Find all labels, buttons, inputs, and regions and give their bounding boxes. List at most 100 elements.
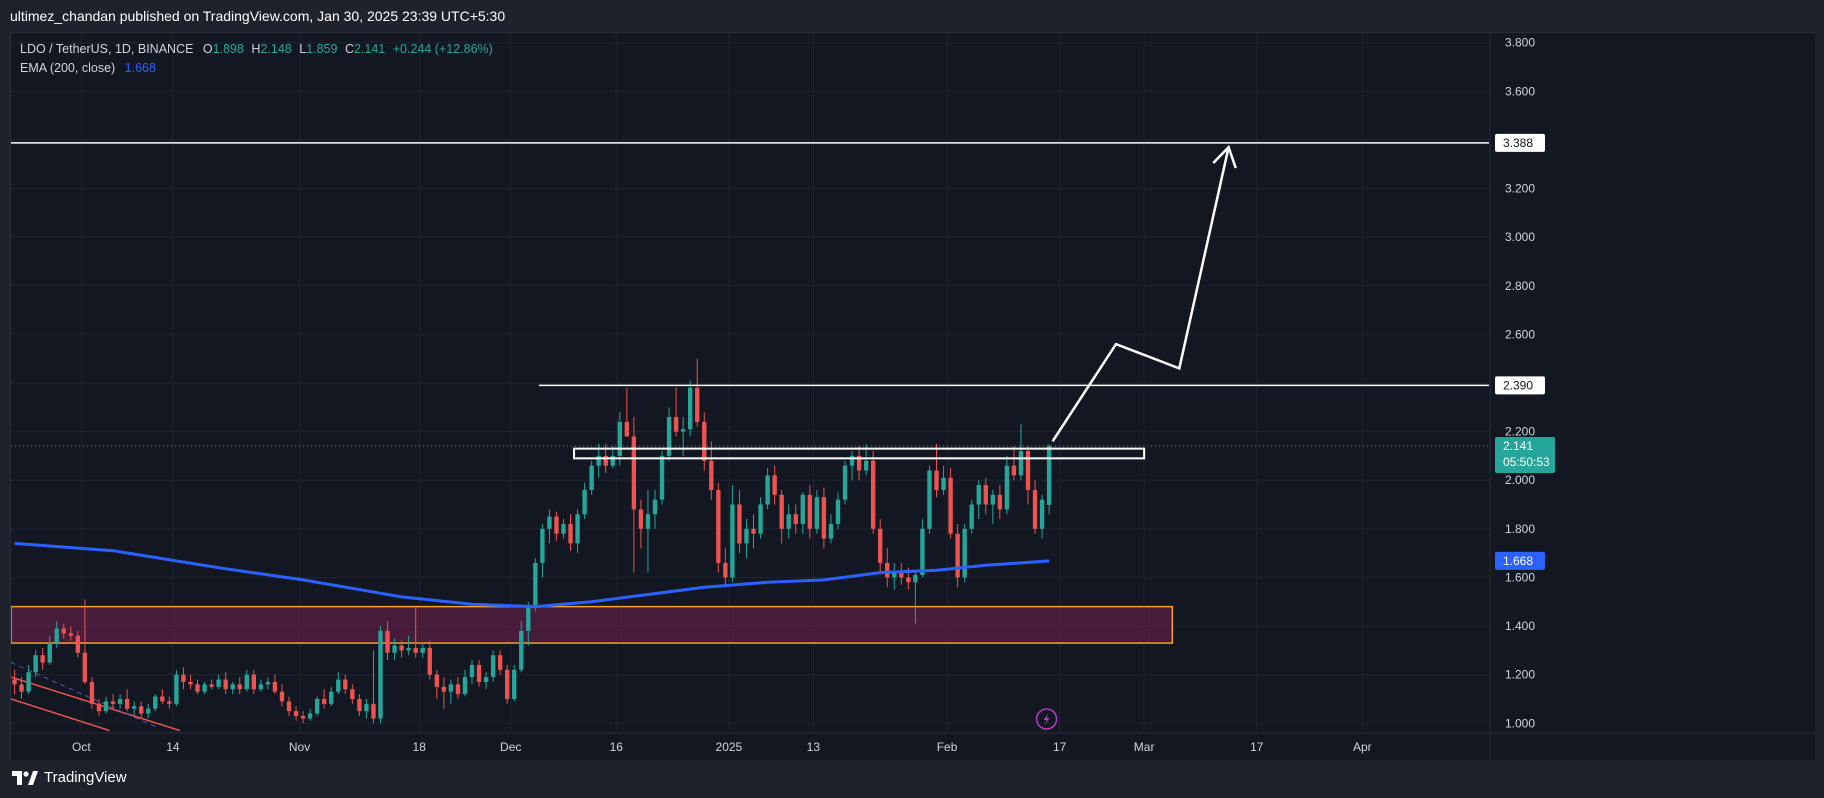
candle-body xyxy=(779,494,784,529)
candle-body xyxy=(378,630,383,719)
candle-body xyxy=(716,489,721,563)
candle-body xyxy=(434,674,439,687)
candle xyxy=(659,451,665,505)
candle xyxy=(483,672,489,690)
candle-body xyxy=(146,708,151,714)
candle-body xyxy=(223,679,228,690)
candle-body xyxy=(117,698,123,704)
y-tick-label: 3.800 xyxy=(1505,36,1535,50)
candle xyxy=(927,465,932,534)
candle-body xyxy=(174,674,179,704)
candle xyxy=(751,514,756,549)
candle-body xyxy=(913,575,918,583)
candle xyxy=(1046,444,1052,515)
x-tick-label: 16 xyxy=(610,740,624,754)
candle-body xyxy=(870,460,876,529)
candle-body xyxy=(955,533,960,578)
candle-body xyxy=(19,684,24,692)
candle-body xyxy=(568,523,573,544)
symbol-legend-row: LDO / TetherUS, 1D, BINANCE O1.898 H2.14… xyxy=(20,40,493,59)
y-tick-label: 1.600 xyxy=(1505,570,1535,584)
candle-body xyxy=(997,494,1003,510)
candle-body xyxy=(835,499,841,524)
candle xyxy=(343,674,348,695)
candle-body xyxy=(1032,489,1038,529)
candle xyxy=(1039,494,1045,539)
candle xyxy=(878,519,883,573)
candle-body xyxy=(181,674,186,682)
candle-body xyxy=(582,489,587,515)
candle xyxy=(364,698,369,719)
candle xyxy=(279,684,285,707)
candle xyxy=(835,492,841,529)
candle xyxy=(1032,480,1038,534)
candle-body xyxy=(490,655,496,678)
candle-body xyxy=(990,494,995,505)
price-chart[interactable]: 1.0001.2001.4001.6001.8002.0002.2002.400… xyxy=(11,33,1815,761)
candle xyxy=(793,504,798,534)
candle-body xyxy=(258,684,264,690)
current-price-label: 2.141 xyxy=(1503,439,1533,453)
candle-body xyxy=(1039,499,1045,529)
ema-label[interactable]: EMA (200, close) xyxy=(20,61,116,75)
candle xyxy=(709,441,714,500)
candle-body xyxy=(244,674,249,690)
candle xyxy=(33,650,38,678)
candle xyxy=(666,407,672,461)
candle xyxy=(744,519,749,558)
y-tick-label: 2.600 xyxy=(1505,327,1535,341)
high-label: H xyxy=(251,42,261,56)
candle-body xyxy=(1018,451,1024,476)
symbol-label[interactable]: LDO / TetherUS, 1D, BINANCE xyxy=(20,42,194,56)
candle xyxy=(512,664,517,702)
candle xyxy=(392,638,397,661)
lightning-icon[interactable] xyxy=(1035,708,1058,730)
candle xyxy=(82,599,88,685)
candle xyxy=(139,701,144,719)
candle xyxy=(68,626,74,641)
candle xyxy=(723,548,728,588)
candle xyxy=(526,601,531,646)
candle xyxy=(216,674,221,690)
candle xyxy=(1018,424,1024,481)
y-tick-label: 2.200 xyxy=(1505,425,1535,439)
y-tick-label: 2.000 xyxy=(1505,473,1535,487)
candle xyxy=(174,669,179,707)
x-tick-label: 14 xyxy=(166,740,180,754)
candle-body xyxy=(863,460,869,471)
x-tick-label: 17 xyxy=(1250,740,1264,754)
candle-body xyxy=(941,477,946,490)
chart-pane[interactable]: 1.0001.2001.4001.6001.8002.0002.2002.400… xyxy=(10,32,1815,761)
candle-body xyxy=(533,562,538,607)
candle xyxy=(385,621,390,661)
candle-body xyxy=(962,528,967,578)
candle-body xyxy=(695,387,700,422)
candle-body xyxy=(631,436,637,510)
level-price-tag xyxy=(1495,133,1545,152)
candle xyxy=(181,667,186,690)
candle-body xyxy=(82,652,88,682)
candle xyxy=(554,511,559,541)
candle-body xyxy=(110,701,116,704)
candle-body xyxy=(96,703,102,712)
candle-body xyxy=(828,523,834,539)
candle xyxy=(533,558,538,612)
candle xyxy=(1011,446,1017,481)
candle xyxy=(314,696,320,716)
candle xyxy=(962,523,967,583)
candle xyxy=(89,677,95,709)
candle-body xyxy=(772,475,777,495)
candle xyxy=(153,694,158,712)
candle xyxy=(568,514,573,551)
candle-body xyxy=(195,684,200,692)
candle-body xyxy=(892,572,897,578)
candle-body xyxy=(505,669,510,699)
candle xyxy=(469,660,475,685)
ema-legend-row: EMA (200, close) 1.668 xyxy=(20,59,493,78)
tradingview-logo[interactable]: TradingView xyxy=(12,769,127,786)
candle xyxy=(941,465,946,495)
candle xyxy=(209,679,214,690)
candle xyxy=(237,677,242,695)
candle xyxy=(990,489,995,524)
candle-body xyxy=(976,485,981,505)
